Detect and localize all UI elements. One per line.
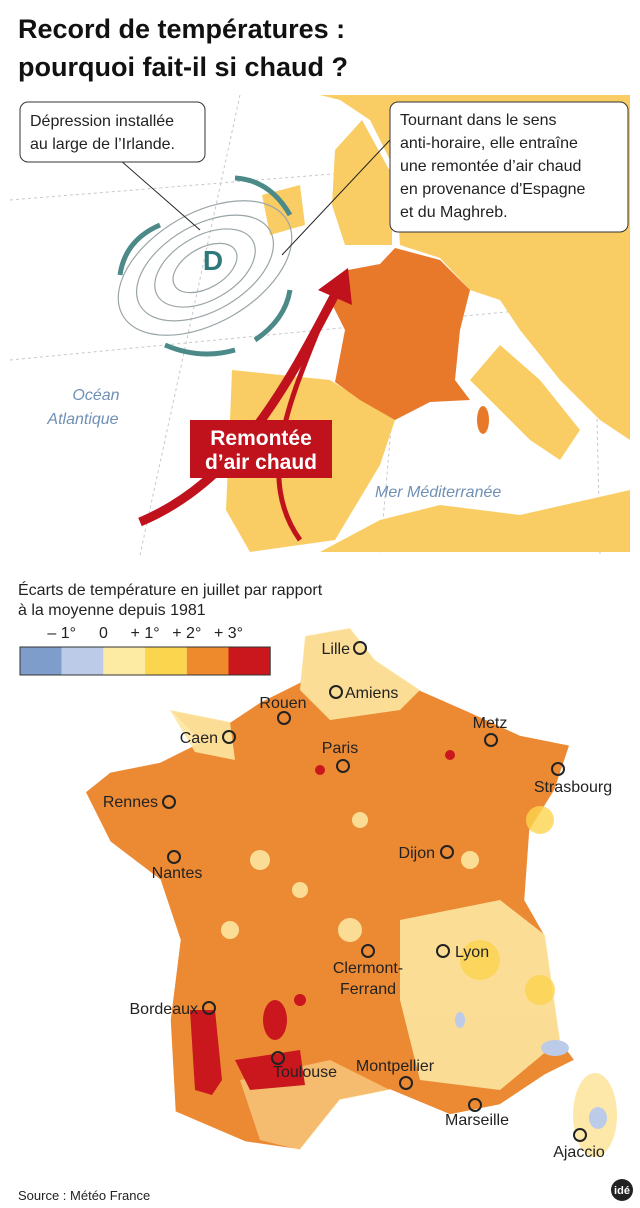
legend-title: à la moyenne depuis 1981	[18, 602, 206, 619]
legend-frame	[19, 646, 271, 676]
city-marker	[551, 762, 565, 776]
france	[330, 248, 470, 420]
land	[262, 185, 305, 235]
city-marker	[167, 850, 181, 864]
city-marker	[277, 711, 291, 725]
temperature-zone	[455, 1012, 607, 1129]
callout-text: Dépression installée	[30, 113, 174, 130]
legend-title: Écarts de température en juillet par rap…	[18, 580, 323, 599]
cyclone	[117, 200, 293, 336]
europe-map: D Remontée d’air chaud Océan Atlantique …	[9, 94, 631, 556]
callout	[19, 101, 206, 163]
temperature-zone	[190, 750, 455, 1095]
city-label: Nantes	[152, 865, 203, 882]
legend: – 1° 0 + 1° + 2° + 3°	[19, 625, 271, 676]
callout-text: anti-horaire, elle entraîne	[400, 135, 578, 152]
city-marker	[399, 1076, 413, 1090]
city-label: Caen	[180, 730, 218, 747]
rotation-arrows	[117, 175, 293, 357]
city-label: Lille	[322, 641, 351, 658]
corsica	[477, 406, 489, 434]
callout-text: au large de l’Irlande.	[30, 136, 175, 153]
city-label: Strasbourg	[534, 779, 612, 796]
city-marker	[336, 759, 350, 773]
city-label: Marseille	[445, 1112, 509, 1129]
france-map	[84, 627, 617, 1157]
legend-swatch	[145, 647, 187, 675]
city-label: Montpellier	[356, 1058, 435, 1075]
city-label: Lyon	[455, 944, 489, 961]
city-marker	[440, 845, 454, 859]
city-label: Rennes	[103, 794, 158, 811]
legend-swatch	[103, 647, 146, 675]
title-line: pourquoi fait-il si chaud ?	[18, 52, 348, 82]
city-label: Ajaccio	[553, 1144, 605, 1161]
arrow-label-box	[190, 420, 332, 478]
arrow-head	[318, 268, 352, 305]
legend-label: + 1°	[131, 625, 160, 642]
land	[320, 490, 630, 552]
logo: idé	[614, 1185, 630, 1197]
cities: Lille Amiens Rouen Metz Caen Paris Strasbourg R…	[103, 641, 612, 1161]
depression-label: D	[203, 245, 223, 276]
city-label: Toulouse	[273, 1064, 337, 1081]
city-marker	[271, 1051, 285, 1065]
city-marker	[573, 1128, 587, 1142]
logo-badge	[611, 1179, 633, 1201]
city-marker	[468, 1098, 482, 1112]
city-label: Dijon	[399, 845, 435, 862]
callout	[389, 101, 629, 233]
city-marker	[361, 944, 375, 958]
city-label: Bordeaux	[130, 1001, 199, 1018]
legend-label: + 3°	[214, 625, 243, 642]
city-marker	[222, 730, 236, 744]
city-marker	[436, 944, 450, 958]
city-marker	[353, 641, 367, 655]
city-marker	[162, 795, 176, 809]
city-label: Amiens	[345, 685, 398, 702]
leader-line	[119, 159, 201, 231]
city-label: Ferrand	[340, 981, 396, 998]
city-label: Rouen	[259, 695, 306, 712]
callout-text: et du Maghreb.	[400, 204, 508, 221]
legend-label: – 1°	[47, 625, 76, 642]
city-label: Paris	[322, 740, 358, 757]
sea-label: Mer Méditerranée	[375, 484, 501, 501]
temperature-zone	[460, 806, 555, 1005]
arrow-label: d’air chaud	[205, 451, 317, 474]
leader-line	[281, 139, 391, 256]
land	[332, 120, 392, 245]
city-marker	[329, 685, 343, 699]
legend-swatch	[61, 647, 104, 675]
land	[470, 345, 580, 460]
legend-swatch	[228, 647, 271, 675]
title-line: Record de températures :	[18, 14, 345, 44]
city-marker	[202, 1001, 216, 1015]
callout-text: en provenance d'Espagne	[400, 181, 586, 198]
legend-swatch	[186, 647, 229, 675]
ocean-label: Atlantique	[46, 411, 118, 428]
ocean-label: Océan	[72, 387, 119, 404]
arrow-label: Remontée	[210, 427, 312, 450]
legend-swatch	[20, 647, 62, 675]
city-label: Clermont-	[333, 960, 403, 977]
legend-label: 0	[99, 625, 108, 642]
source: Source : Météo France	[18, 1188, 150, 1203]
city-label: Metz	[473, 715, 508, 732]
callout-text: une remontée d’air chaud	[400, 158, 581, 175]
legend-label: + 2°	[172, 625, 201, 642]
city-marker	[484, 733, 498, 747]
callout-text: Tournant dans le sens	[400, 112, 557, 129]
